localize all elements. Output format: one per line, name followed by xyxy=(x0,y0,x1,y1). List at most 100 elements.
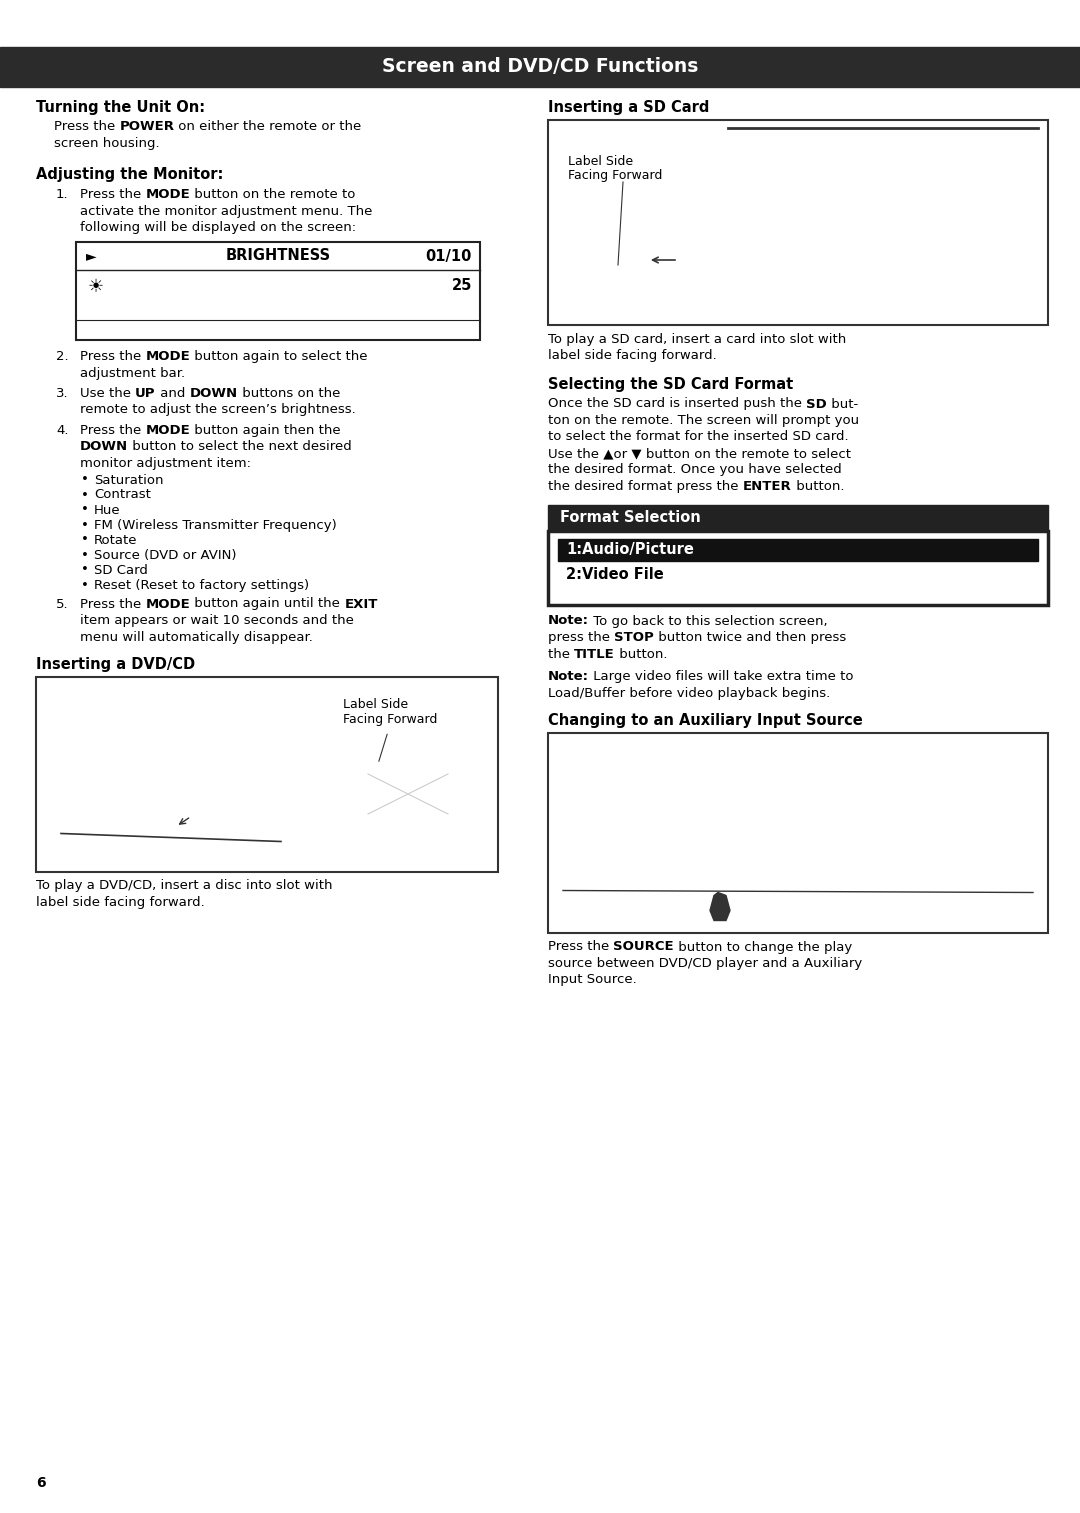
Text: MODE: MODE xyxy=(146,189,190,201)
Bar xyxy=(710,897,738,914)
Bar xyxy=(84,304,258,315)
Bar xyxy=(610,238,646,281)
Text: button again until the: button again until the xyxy=(190,598,345,611)
Text: screen housing.: screen housing. xyxy=(54,136,160,150)
Text: FM (Wireless Transmitter Frequency): FM (Wireless Transmitter Frequency) xyxy=(94,519,337,531)
Bar xyxy=(137,849,152,859)
Text: Use the: Use the xyxy=(80,387,135,399)
Bar xyxy=(76,242,480,340)
Text: STOP: STOP xyxy=(615,631,654,645)
Bar xyxy=(548,531,1048,605)
Text: •: • xyxy=(81,534,89,546)
Bar xyxy=(1030,180,1040,200)
Text: Press the: Press the xyxy=(80,598,146,611)
Bar xyxy=(93,849,108,859)
Text: Use the ▲or ▼ button on the remote to select: Use the ▲or ▼ button on the remote to se… xyxy=(548,446,851,460)
Text: Press the: Press the xyxy=(54,120,120,133)
Text: 4.: 4. xyxy=(56,424,68,437)
Bar xyxy=(888,894,943,914)
Text: 3.: 3. xyxy=(56,387,69,399)
Bar xyxy=(794,897,822,914)
Text: Rotate: Rotate xyxy=(94,534,137,546)
Text: BRIGHTNESS: BRIGHTNESS xyxy=(226,248,330,263)
Text: the desired format press the: the desired format press the xyxy=(548,480,743,493)
Text: Input Source.: Input Source. xyxy=(548,973,637,986)
Text: adjustment bar.: adjustment bar. xyxy=(80,366,185,380)
Text: ton on the remote. The screen will prompt you: ton on the remote. The screen will promp… xyxy=(548,415,859,427)
Text: •: • xyxy=(81,549,89,561)
Text: source between DVD/CD player and a Auxiliary: source between DVD/CD player and a Auxil… xyxy=(548,958,862,970)
Text: button.: button. xyxy=(615,648,667,661)
Bar xyxy=(114,849,130,859)
Text: Load/Buffer before video playback begins.: Load/Buffer before video playback begins… xyxy=(548,687,831,699)
Text: SD: SD xyxy=(807,398,827,410)
Text: ►: ► xyxy=(86,250,96,263)
Text: •: • xyxy=(81,489,89,501)
Text: Changing to an Auxiliary Input Source: Changing to an Auxiliary Input Source xyxy=(548,713,863,728)
Text: Format Selection: Format Selection xyxy=(561,510,701,525)
Text: label side facing forward.: label side facing forward. xyxy=(548,350,717,363)
Text: activate the monitor adjustment menu. The: activate the monitor adjustment menu. Th… xyxy=(80,204,373,218)
Text: press the: press the xyxy=(548,631,615,645)
Text: but-: but- xyxy=(827,398,859,410)
Bar xyxy=(548,732,1048,932)
Text: button to select the next desired: button to select the next desired xyxy=(129,440,352,454)
Text: 6: 6 xyxy=(36,1477,45,1490)
Bar xyxy=(84,304,472,315)
Text: Contrast: Contrast xyxy=(94,489,151,501)
Text: following will be displayed on the screen:: following will be displayed on the scree… xyxy=(80,221,356,235)
Text: Note:: Note: xyxy=(548,670,589,682)
Text: remote to adjust the screen’s brightness.: remote to adjust the screen’s brightness… xyxy=(80,404,355,416)
Bar xyxy=(752,897,780,914)
Text: 1.: 1. xyxy=(56,189,69,201)
Text: ☀: ☀ xyxy=(87,278,104,297)
Text: and: and xyxy=(156,387,189,399)
Text: 1:Audio/Picture: 1:Audio/Picture xyxy=(566,542,693,557)
Text: Hue: Hue xyxy=(94,504,121,516)
Text: POWER: POWER xyxy=(120,120,175,133)
Text: 01/10: 01/10 xyxy=(426,248,472,263)
Text: Press the: Press the xyxy=(548,941,613,953)
Text: item appears or wait 10 seconds and the: item appears or wait 10 seconds and the xyxy=(80,614,354,626)
Text: Turning the Unit On:: Turning the Unit On: xyxy=(36,100,205,115)
Text: Saturation: Saturation xyxy=(94,474,163,487)
Text: Label Side: Label Side xyxy=(343,699,408,711)
Bar xyxy=(548,504,1048,531)
Bar xyxy=(0,47,1080,88)
Text: Once the SD card is inserted push the: Once the SD card is inserted push the xyxy=(548,398,807,410)
Text: Large video files will take extra time to: Large video files will take extra time t… xyxy=(589,670,853,682)
Text: Facing Forward: Facing Forward xyxy=(568,169,662,182)
Text: Press the: Press the xyxy=(80,350,146,363)
Text: SD Card: SD Card xyxy=(94,563,148,576)
Bar xyxy=(71,849,86,859)
Text: Note:: Note: xyxy=(548,614,589,628)
Bar xyxy=(548,120,1048,325)
Text: Screen and DVD/CD Functions: Screen and DVD/CD Functions xyxy=(382,57,698,77)
Bar xyxy=(669,897,696,914)
Text: EXIT: EXIT xyxy=(345,598,378,611)
Text: SOURCE: SOURCE xyxy=(613,941,674,953)
Bar xyxy=(36,676,498,871)
Text: Press the: Press the xyxy=(80,424,146,437)
Bar xyxy=(1030,150,1040,169)
Text: button twice and then press: button twice and then press xyxy=(654,631,847,645)
Text: MODE: MODE xyxy=(146,424,190,437)
Text: ENTER: ENTER xyxy=(743,480,792,493)
Bar xyxy=(1030,210,1040,230)
Text: Inserting a DVD/CD: Inserting a DVD/CD xyxy=(36,657,195,672)
Text: the desired format. Once you have selected: the desired format. Once you have select… xyxy=(548,463,841,477)
Bar xyxy=(636,238,646,248)
Text: 5.: 5. xyxy=(56,598,69,611)
Text: button on the remote to: button on the remote to xyxy=(190,189,355,201)
Text: button again to select the: button again to select the xyxy=(190,350,368,363)
Text: TITLE: TITLE xyxy=(575,648,615,661)
Text: on either the remote or the: on either the remote or the xyxy=(175,120,362,133)
Text: menu will automatically disappear.: menu will automatically disappear. xyxy=(80,631,313,643)
Text: MODE: MODE xyxy=(146,598,190,611)
Text: Facing Forward: Facing Forward xyxy=(343,713,437,726)
Text: •: • xyxy=(81,563,89,576)
Text: Label Side: Label Side xyxy=(568,154,633,168)
Text: •: • xyxy=(81,474,89,487)
Text: 2:Video File: 2:Video File xyxy=(566,567,664,583)
Text: button again then the: button again then the xyxy=(190,424,341,437)
